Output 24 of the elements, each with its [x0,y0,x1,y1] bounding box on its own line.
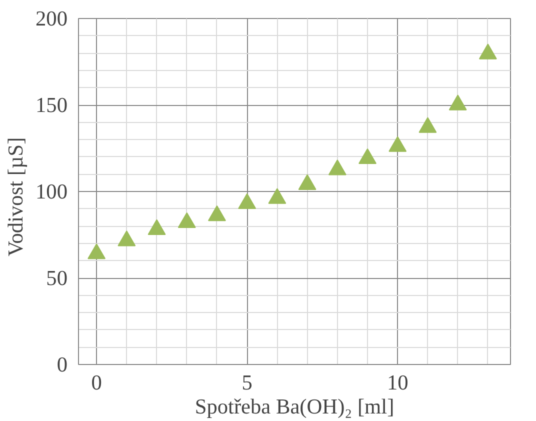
point [298,174,316,190]
point [358,148,377,164]
point [208,205,226,222]
point [448,94,467,110]
y-axis-title: Vodivost [µS] [4,137,28,256]
point [328,160,346,176]
point [418,117,437,133]
x-tick-label: 5 [242,370,252,394]
y-tick-label: 150 [36,93,68,117]
point [88,243,106,260]
y-tick-label: 50 [46,266,68,290]
point [178,212,196,228]
point [268,188,286,204]
y-tick-label: 0 [56,352,68,376]
y-tick-label: 100 [36,180,68,204]
y-tick-label: 200 [36,6,68,30]
point [118,230,136,246]
point [388,136,407,152]
point [238,193,256,210]
x-tick-label: 10 [386,370,408,394]
point [478,44,497,60]
point [148,219,166,235]
x-tick-label: 0 [91,370,102,394]
x-axis-title: Spotřeba Ba(OH)₂ [ml] [194,394,394,418]
